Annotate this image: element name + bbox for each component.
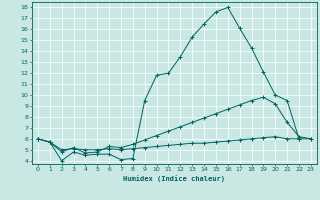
X-axis label: Humidex (Indice chaleur): Humidex (Indice chaleur) [124,175,225,182]
